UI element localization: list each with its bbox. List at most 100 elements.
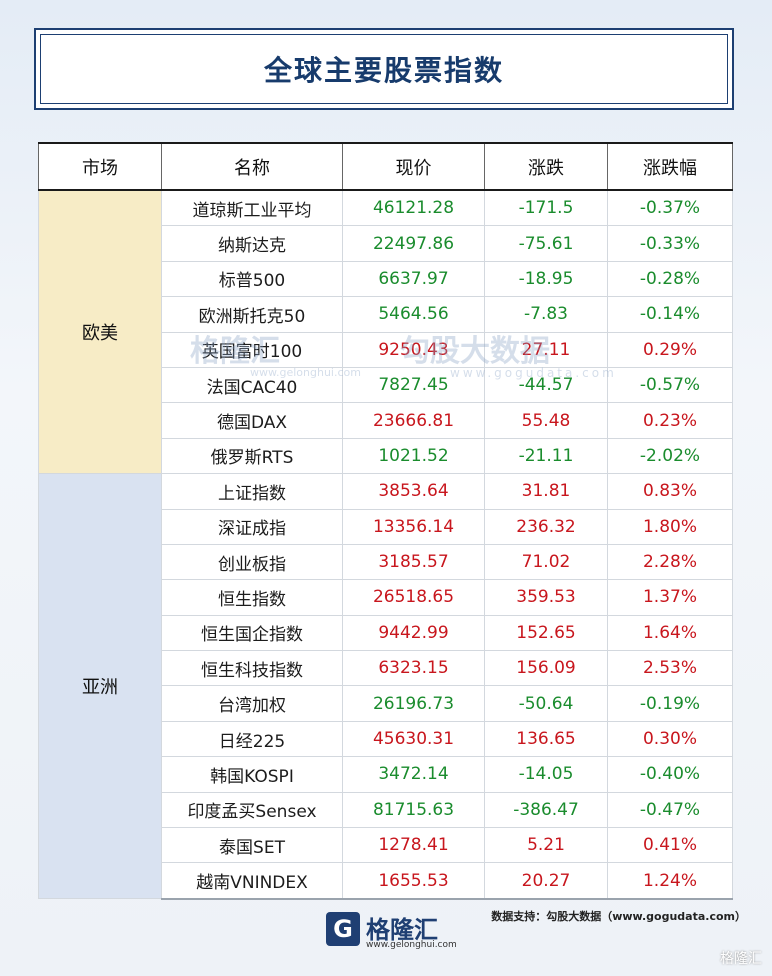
table-row: 日经225 45630.31 136.65 0.30% xyxy=(39,720,733,758)
index-name-cell: 恒生国企指数 xyxy=(161,614,343,652)
price-cell: 23666.81 xyxy=(342,402,485,439)
index-name-cell: 韩国KOSPI xyxy=(161,756,343,793)
table-header-row: 市场 名称 现价 涨跌 涨跌幅 xyxy=(38,142,733,191)
title-box: 全球主要股票指数 xyxy=(34,28,734,110)
index-name-cell: 纳斯达克 xyxy=(161,225,343,262)
change-cell: -75.61 xyxy=(484,225,608,262)
change-cell: -14.05 xyxy=(484,756,608,793)
table-row: 亚洲 上证指数 3853.64 31.81 0.83% xyxy=(38,473,733,900)
index-name-cell: 恒生指数 xyxy=(161,579,343,616)
pct-change-cell: -0.19% xyxy=(607,685,733,722)
pct-change-cell: 1.37% xyxy=(607,579,733,616)
index-name-cell: 英国富时100 xyxy=(161,331,343,368)
table-row: 法国CAC40 7827.45 -44.57 -0.57% xyxy=(39,366,733,404)
change-cell: -18.95 xyxy=(484,260,608,298)
pct-change-cell: -2.02% xyxy=(607,437,733,475)
pct-change-cell: 1.80% xyxy=(607,508,733,545)
title-inner-frame: 全球主要股票指数 xyxy=(40,34,728,104)
table-row: 台湾加权 26196.73 -50.64 -0.19% xyxy=(39,685,733,722)
page-title: 全球主要股票指数 xyxy=(263,54,504,87)
price-cell: 7827.45 xyxy=(342,366,485,404)
pct-change-cell: 0.29% xyxy=(607,331,733,368)
change-cell: 236.32 xyxy=(484,508,608,545)
price-cell: 9442.99 xyxy=(342,614,485,652)
index-name-cell: 德国DAX xyxy=(161,402,343,439)
index-table: 市场 名称 现价 涨跌 涨跌幅 欧美 道琼斯工业平均 46121.28 -171.5-… xyxy=(38,142,733,900)
pct-change-cell: -0.14% xyxy=(607,296,733,333)
price-cell: 1655.53 xyxy=(342,862,485,900)
pct-change-cell: 0.30% xyxy=(607,720,733,758)
index-name-cell: 深证成指 xyxy=(161,508,343,545)
table-row: 恒生指数 26518.65 359.53 1.37% xyxy=(39,579,733,616)
price-cell: 45630.31 xyxy=(342,720,485,758)
change-cell: -7.83 xyxy=(484,296,608,333)
index-name-cell: 台湾加权 xyxy=(161,685,343,722)
price-cell: 1021.52 xyxy=(342,437,485,475)
index-name-cell: 日经225 xyxy=(161,720,343,758)
table-row: 欧洲斯托克50 5464.56 -7.83 -0.14% xyxy=(39,296,733,333)
pct-change-cell: -0.40% xyxy=(607,756,733,793)
price-cell: 5464.56 xyxy=(342,296,485,333)
pct-change-cell: -0.47% xyxy=(607,791,733,829)
table-row: 英国富时100 9250.43 27.11 0.29% xyxy=(39,331,733,368)
pct-change-cell: 0.23% xyxy=(607,402,733,439)
corner-watermark: 格隆汇 xyxy=(720,951,762,967)
price-cell: 3185.57 xyxy=(342,543,485,581)
logo-url: www.gelonghui.com xyxy=(366,940,457,950)
price-cell: 81715.63 xyxy=(342,791,485,829)
table-row: 恒生科技指数 6323.15 156.09 2.53% xyxy=(39,650,733,687)
change-cell: 5.21 xyxy=(484,827,608,864)
index-name-cell: 印度孟买Sensex xyxy=(161,791,343,829)
table-row: 深证成指 13356.14 236.32 1.80% xyxy=(39,508,733,545)
table-row: 创业板指 3185.57 71.02 2.28% xyxy=(39,543,733,581)
change-cell: 31.81 xyxy=(484,473,608,510)
change-cell: -386.47 xyxy=(484,791,608,829)
pct-change-cell: -0.37% xyxy=(607,189,733,227)
change-cell: -21.11 xyxy=(484,437,608,475)
price-cell: 6637.97 xyxy=(342,260,485,298)
header-name: 名称 xyxy=(161,142,343,191)
table-row: 印度孟买Sensex 81715.63 -386.47 -0.47% xyxy=(39,791,733,829)
change-cell: 71.02 xyxy=(484,543,608,581)
change-cell: 20.27 xyxy=(484,862,608,900)
price-cell: 3853.64 xyxy=(342,473,485,510)
logo-text: 格隆汇 xyxy=(366,916,438,944)
pct-change-cell: -0.57% xyxy=(607,366,733,404)
pct-change-cell: 2.53% xyxy=(607,650,733,687)
table-row: 欧美 道琼斯工业平均 46121.28 -171.5 -0.37% xyxy=(38,189,733,475)
price-cell: 3472.14 xyxy=(342,756,485,793)
pct-change-cell: -0.28% xyxy=(607,260,733,298)
data-source-note: 数据支持：勾股大数据（www.gogudata.com） xyxy=(491,910,746,923)
pct-change-cell: 1.24% xyxy=(607,862,733,900)
price-cell: 1278.41 xyxy=(342,827,485,864)
pct-change-cell: 0.41% xyxy=(607,827,733,864)
change-cell: 156.09 xyxy=(484,650,608,687)
price-cell: 26518.65 xyxy=(342,579,485,616)
change-cell: -171.5 xyxy=(484,189,608,227)
table-row: 标普500 6637.97 -18.95 -0.28% xyxy=(39,260,733,298)
region-asia: 亚洲 xyxy=(38,473,162,900)
index-name-cell: 恒生科技指数 xyxy=(161,650,343,687)
header-pct: 涨跌幅 xyxy=(607,142,733,191)
change-cell: -50.64 xyxy=(484,685,608,722)
table-body: 欧美 道琼斯工业平均 46121.28 -171.5 -0.37% 纳斯达克 22497.8… xyxy=(38,189,733,900)
price-cell: 6323.15 xyxy=(342,650,485,687)
table-row: 纳斯达克 22497.86 -75.61 -0.33% xyxy=(39,225,733,262)
table-row: 韩国KOSPI 3472.14 -14.05 -0.40% xyxy=(39,756,733,793)
price-cell: 9250.43 xyxy=(342,331,485,368)
header-change: 涨跌 xyxy=(484,142,608,191)
price-cell: 13356.14 xyxy=(342,508,485,545)
change-cell: 359.53 xyxy=(484,579,608,616)
index-table-container: 市场 名称 现价 涨跌 涨跌幅 欧美 道琼斯工业平均 46121.28 -171.5-… xyxy=(38,142,733,900)
table-row: 俄罗斯RTS 1021.52 -21.11 -2.02% xyxy=(39,437,733,475)
pct-change-cell: -0.33% xyxy=(607,225,733,262)
price-cell: 46121.28 xyxy=(342,189,485,227)
index-name-cell: 欧洲斯托克50 xyxy=(161,296,343,333)
change-cell: 27.11 xyxy=(484,331,608,368)
pct-change-cell: 2.28% xyxy=(607,543,733,581)
pct-change-cell: 0.83% xyxy=(607,473,733,510)
price-cell: 26196.73 xyxy=(342,685,485,722)
header-price: 现价 xyxy=(342,142,485,191)
index-name-cell: 越南VNINDEX xyxy=(161,862,343,900)
footer-logo: G 格隆汇 www.gelonghui.com xyxy=(326,908,457,954)
